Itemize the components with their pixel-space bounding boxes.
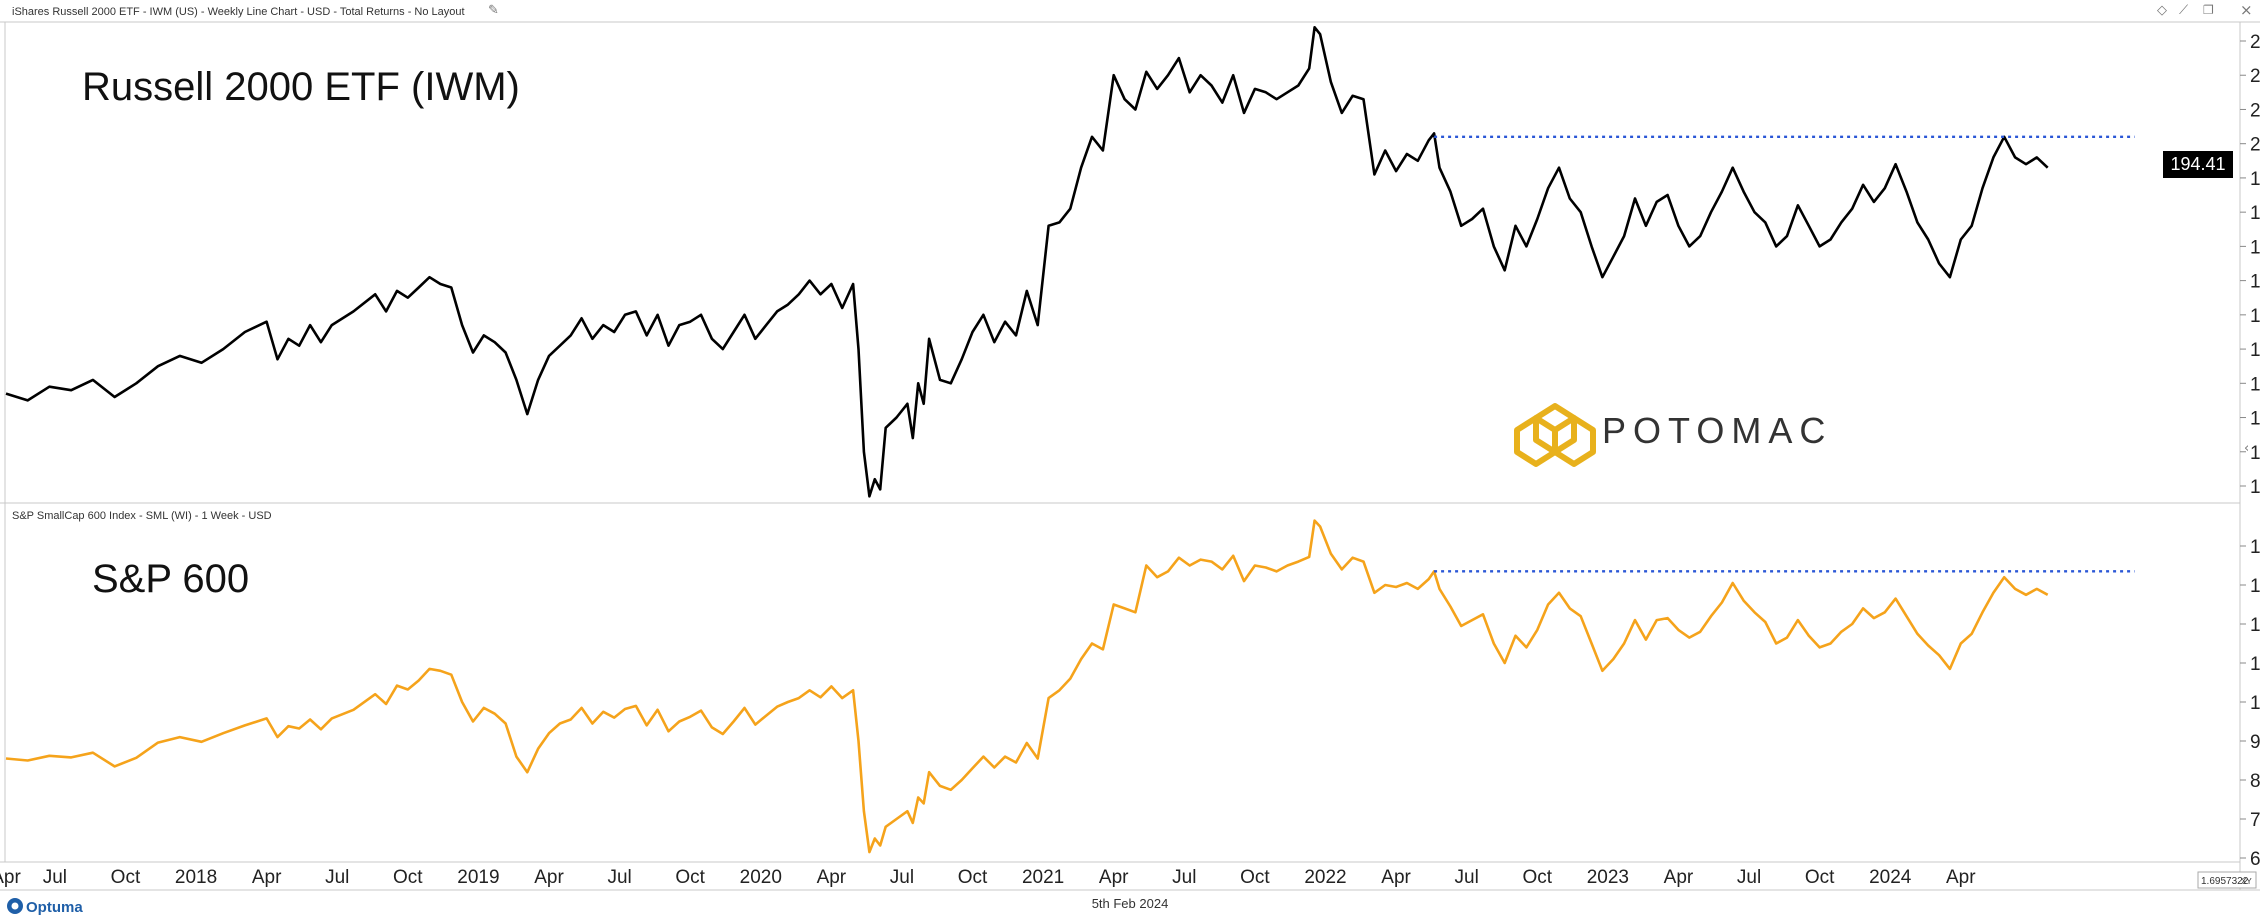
x-axis-label: Jul — [607, 867, 631, 888]
iwm-y-tick-label: 200.00 — [2250, 135, 2260, 156]
sml-y-tick-label: 1000.00 — [2250, 693, 2260, 714]
iwm-y-tick-label: 110.00 — [2250, 443, 2260, 464]
x-axis-label: Jul — [325, 867, 349, 888]
optuma-brand-text: Optuma — [26, 899, 83, 916]
iwm-y-tick-label: 160.00 — [2250, 272, 2260, 293]
x-axis-label: 2022 — [1304, 867, 1346, 888]
diamond-icon[interactable]: ◇ — [2157, 3, 2167, 18]
x-axis-label: Jul — [43, 867, 67, 888]
x-axis-label: 2020 — [740, 867, 782, 888]
sml-y-tick-label: 1400.00 — [2250, 537, 2260, 558]
sml-y-tick-label: 900.00 — [2250, 732, 2260, 753]
x-axis-label: Oct — [1805, 867, 1835, 888]
x-axis-label: Jul — [1172, 867, 1196, 888]
x-axis-label: Oct — [1240, 867, 1270, 888]
x-axis-label: Apr — [252, 867, 282, 888]
iwm-y-tick-label: 190.00 — [2250, 169, 2260, 190]
last-value-box — [2163, 151, 2233, 178]
sml-title: S&P 600 — [92, 557, 249, 601]
iwm-pane: 100.00 110.00 120.00 130.00 140.00 150.00 160.… — [5, 25, 2260, 498]
restore-icon[interactable]: ❐ — [2203, 3, 2214, 17]
sml-y-axis: 600.00 700.00 800.00 900.00 1000.00 1100.00 12… — [2240, 537, 2260, 870]
iwm-y-tick-label: 220.00 — [2250, 66, 2260, 87]
x-axis-label: Oct — [111, 867, 141, 888]
iwm-y-tick-label: 210.00 — [2250, 100, 2260, 121]
pencil-icon[interactable]: ✎ — [488, 3, 499, 18]
sml-y-tick-label: 800.00 — [2250, 771, 2260, 792]
scale-readout-value: 1.6957322 — [2201, 876, 2249, 887]
x-axis-label: Apr — [1381, 867, 1411, 888]
optuma-brand[interactable]: Optuma — [7, 898, 83, 916]
x-axis-label: 2021 — [1022, 867, 1064, 888]
sml-y-tick-label: 1200.00 — [2250, 615, 2260, 636]
x-axis-label: Apr — [534, 867, 564, 888]
sml-y-tick-label: 1100.00 — [2250, 654, 2260, 675]
iwm-y-tick-label: 100.00 — [2250, 477, 2260, 498]
x-axis-label: Jul — [1737, 867, 1761, 888]
last-value-label: 194.41 — [2170, 154, 2225, 174]
x-axis-label: 2024 — [1869, 867, 1912, 888]
sml-y-tick-label: 700.00 — [2250, 810, 2260, 831]
x-axis-label: Jul — [890, 867, 914, 888]
x-axis-label: Apr — [817, 867, 847, 888]
x-axis-label: Oct — [958, 867, 988, 888]
window-header-text: iShares Russell 2000 ETF - IWM (US) - We… — [12, 6, 465, 18]
x-axis-labels: Apr Jul Oct 2018 Apr Jul Oct 2019 Apr Jul Oct 2020 A… — [0, 867, 1976, 888]
iwm-price-line — [5, 25, 2049, 498]
iwm-y-tick-label: 170.00 — [2250, 237, 2260, 258]
sml-pane: S&P SmallCap 600 Index - SML (WI) - 1 We… — [5, 510, 2260, 870]
sml-y-tick-label: 600.00 — [2250, 849, 2260, 870]
iwm-y-axis: 100.00 110.00 120.00 130.00 140.00 150.00 160.… — [2240, 32, 2260, 498]
footer-date: 5th Feb 2024 — [1092, 896, 1169, 911]
x-axis-label: 2019 — [457, 867, 499, 888]
x-axis-label: Oct — [675, 867, 705, 888]
x-axis-label: Apr — [1946, 867, 1976, 888]
potomac-watermark-text: POTOMAC — [1602, 410, 1832, 451]
iwm-y-tick-label: 140.00 — [2250, 340, 2260, 361]
scale-readout-label: XY — [2241, 877, 2252, 886]
potomac-logo: POTOMAC — [1514, 403, 1832, 467]
sml-price-line — [5, 519, 2049, 854]
x-axis-label: Apr — [0, 867, 21, 888]
x-axis-label: Jul — [1455, 867, 1479, 888]
pin-icon[interactable]: ⟋ — [2179, 3, 2189, 18]
collapse-arrow-icon[interactable]: ‹ — [2244, 441, 2250, 456]
iwm-y-tick-label: 230.00 — [2250, 32, 2260, 53]
iwm-y-tick-label: 150.00 — [2250, 306, 2260, 327]
iwm-title: Russell 2000 ETF (IWM) — [82, 65, 520, 109]
x-axis-label: Apr — [1099, 867, 1129, 888]
iwm-y-tick-label: 180.00 — [2250, 203, 2260, 224]
x-axis-label: 2023 — [1587, 867, 1629, 888]
iwm-y-tick-label: 130.00 — [2250, 374, 2260, 395]
sml-subtitle: S&P SmallCap 600 Index - SML (WI) - 1 We… — [12, 510, 272, 522]
scale-readout-box[interactable] — [2197, 871, 2257, 889]
x-axis-label: Oct — [1522, 867, 1552, 888]
x-axis-label: Oct — [393, 867, 423, 888]
iwm-y-tick-label: 120.00 — [2250, 409, 2260, 430]
x-axis-label: 2018 — [175, 867, 217, 888]
sml-y-tick-label: 1300.00 — [2250, 576, 2260, 597]
x-axis-label: Apr — [1664, 867, 1694, 888]
close-icon[interactable]: × — [2240, 1, 2253, 19]
